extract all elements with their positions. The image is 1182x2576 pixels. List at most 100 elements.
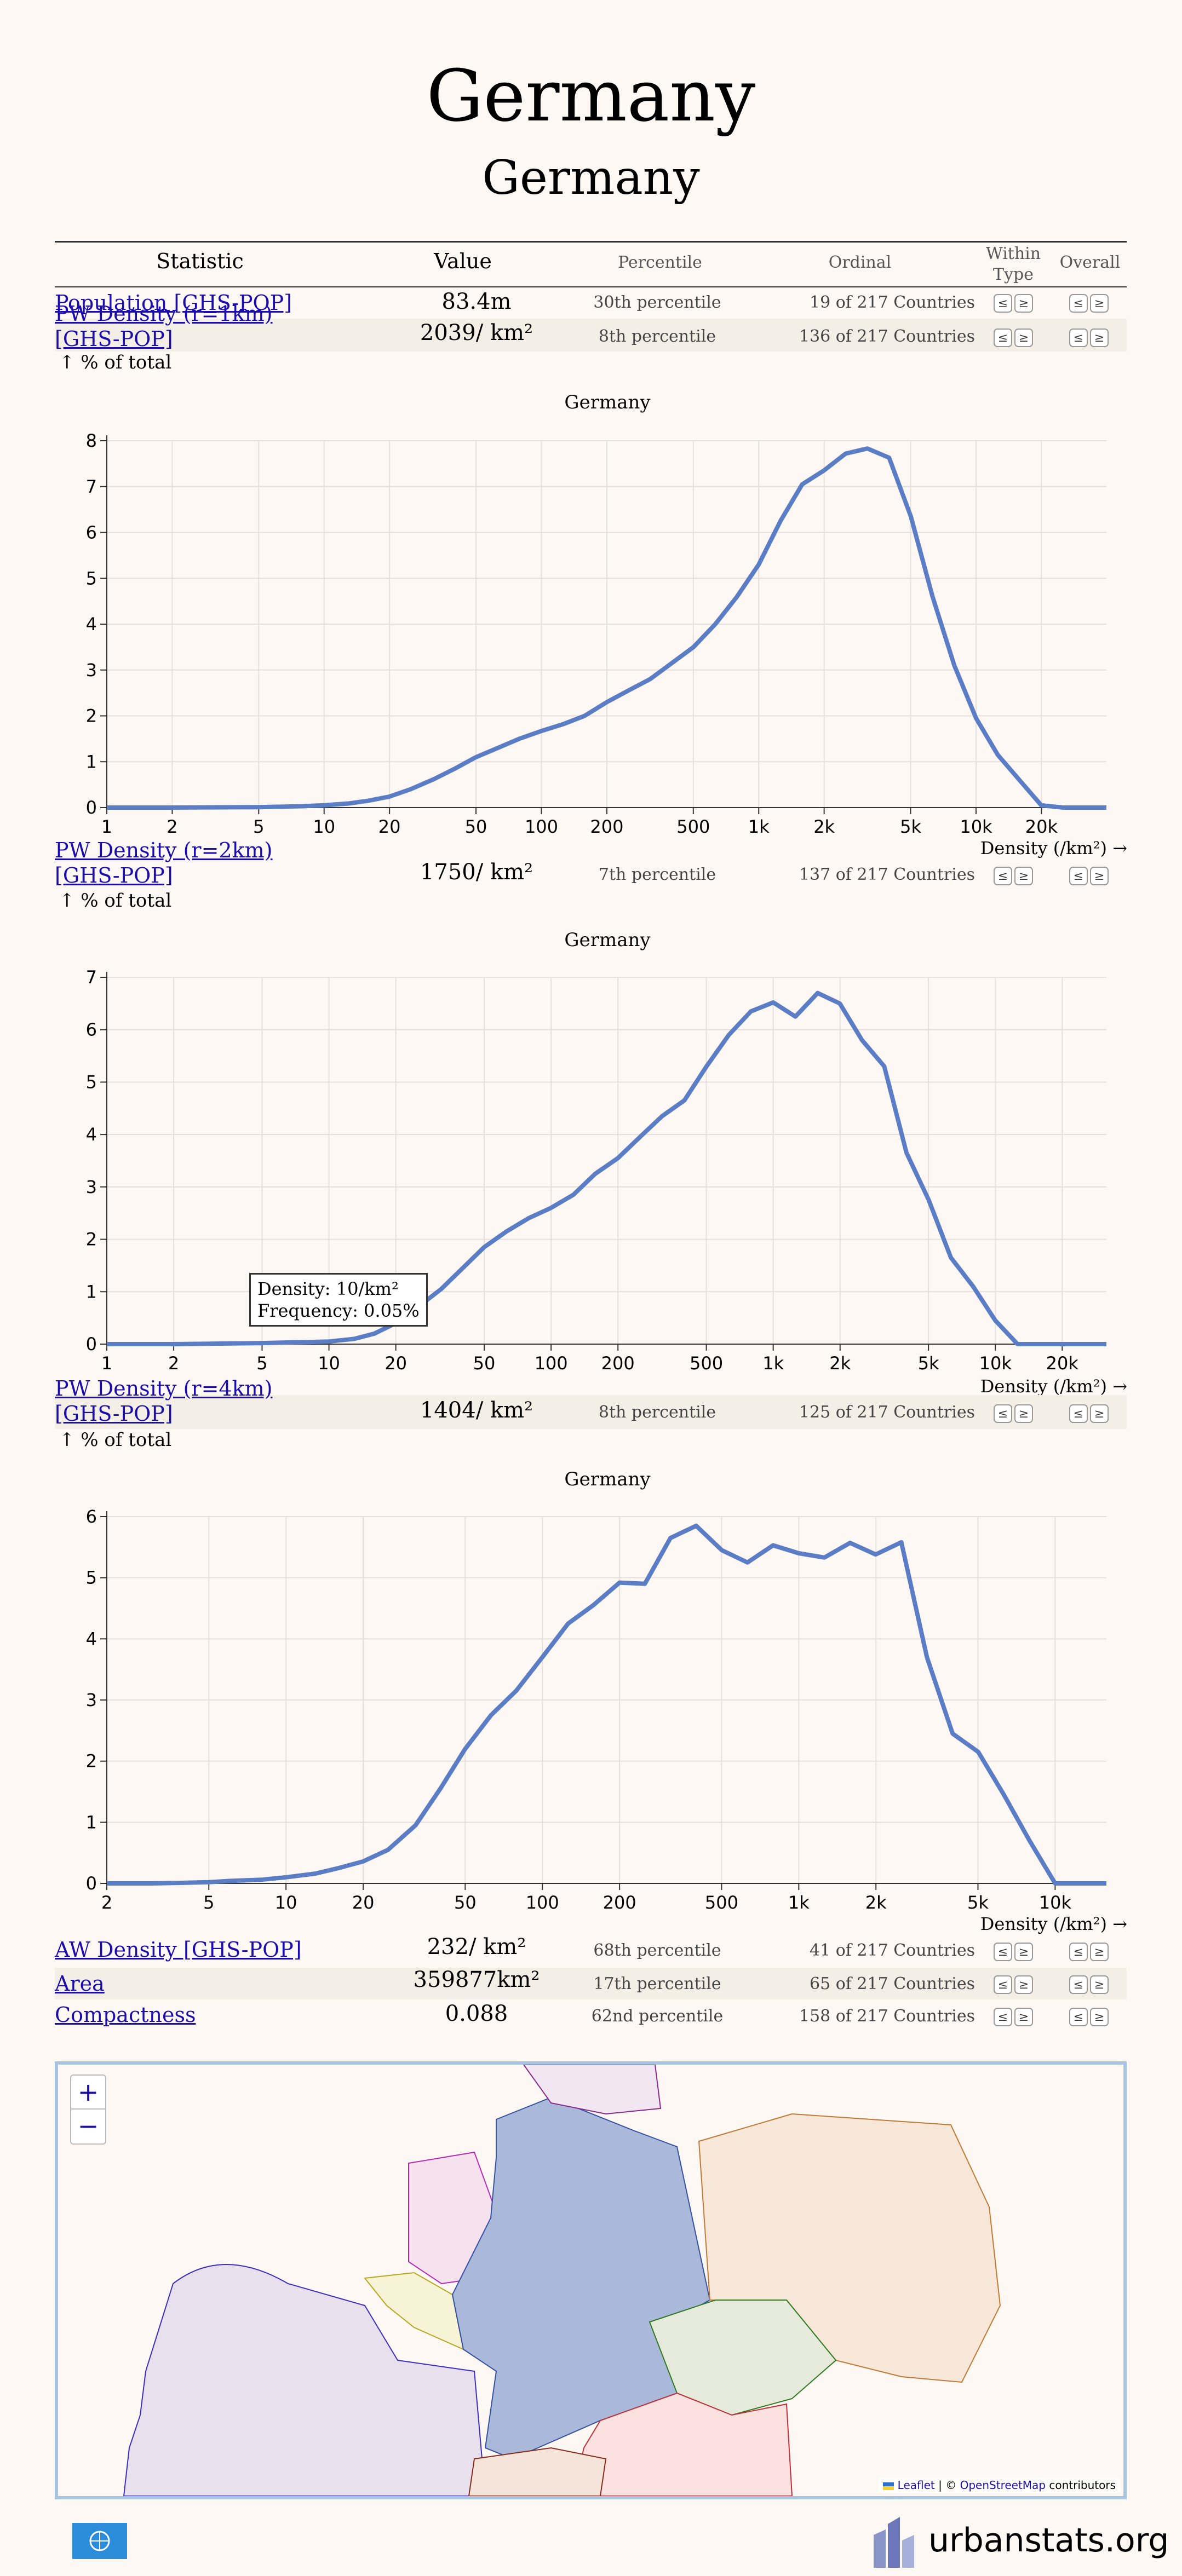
un-flag-icon[interactable] bbox=[72, 2523, 127, 2559]
next-within-type-button[interactable]: ≥ bbox=[1014, 2008, 1033, 2026]
tooltip-frequency: Frequency: 0.05% bbox=[257, 1300, 420, 1321]
y-tick-label: 0 bbox=[86, 797, 97, 818]
x-tick-label: 50 bbox=[465, 816, 487, 837]
y-tick-label: 2 bbox=[86, 1751, 97, 1772]
tooltip-density: Density: 10/km² bbox=[257, 1278, 399, 1299]
stat-link-pw-density-1km[interactable]: PW Density (r=1km) [GHS-POP] bbox=[55, 302, 273, 351]
y-tick-label: 5 bbox=[86, 1568, 97, 1588]
region-map[interactable]: + − Leaflet | © OpenStreetMap contributo… bbox=[55, 2061, 1127, 2499]
page-subtitle: Germany bbox=[482, 151, 700, 205]
zoom-in-button[interactable]: + bbox=[71, 2076, 105, 2110]
x-tick-label: 10 bbox=[275, 1892, 297, 1913]
stat-ordinal: 41 of 217 Countries bbox=[809, 1941, 975, 1960]
series-line bbox=[107, 446, 1106, 810]
y-tick-label: 4 bbox=[86, 1628, 97, 1649]
stat-link-pw-density-2km[interactable]: PW Density (r=2km) [GHS-POP] bbox=[55, 838, 273, 888]
next-overall-button[interactable]: ≥ bbox=[1090, 1404, 1109, 1423]
x-tick-label: 1 bbox=[101, 816, 112, 837]
stat-ordinal: 136 of 217 Countries bbox=[799, 327, 975, 346]
next-overall-button[interactable]: ≥ bbox=[1090, 867, 1109, 885]
un-emblem-icon bbox=[89, 2531, 110, 2551]
next-overall-button[interactable]: ≥ bbox=[1090, 329, 1109, 347]
x-tick-label: 5k bbox=[967, 1892, 989, 1913]
prev-overall-button[interactable]: ≤ bbox=[1069, 294, 1088, 313]
next-within-type-button[interactable]: ≥ bbox=[1014, 329, 1033, 347]
prev-within-type-button[interactable]: ≤ bbox=[994, 329, 1012, 347]
prev-overall-button[interactable]: ≤ bbox=[1069, 329, 1088, 347]
stat-value: 0.088 bbox=[445, 2001, 508, 2026]
next-overall-button[interactable]: ≥ bbox=[1090, 2008, 1109, 2026]
next-within-type-button[interactable]: ≥ bbox=[1014, 867, 1033, 885]
x-tick-label: 10 bbox=[313, 816, 335, 837]
urbanstats-logo-icon[interactable] bbox=[874, 2510, 917, 2568]
prev-overall-button[interactable]: ≤ bbox=[1069, 2008, 1088, 2026]
stat-link-population[interactable]: Population [GHS-POP] bbox=[55, 291, 292, 315]
x-tick-label: 20k bbox=[1046, 1353, 1079, 1374]
stat-link-compactness[interactable]: Compactness bbox=[55, 2003, 196, 2027]
prev-within-type-button[interactable]: ≤ bbox=[994, 1943, 1012, 1961]
stat-value: 83.4m bbox=[441, 289, 512, 314]
prev-within-type-button[interactable]: ≤ bbox=[994, 1404, 1012, 1423]
next-within-type-button[interactable]: ≥ bbox=[1014, 294, 1033, 313]
x-tick-label: 2k bbox=[813, 816, 835, 837]
prev-within-type-button[interactable]: ≤ bbox=[994, 1975, 1012, 1994]
pct-total-label: ↑ % of total bbox=[59, 351, 172, 373]
prev-within-type-button[interactable]: ≤ bbox=[994, 294, 1012, 313]
leaflet-link[interactable]: Leaflet bbox=[897, 2479, 935, 2492]
stat-link-aw-density[interactable]: AW Density [GHS-POP] bbox=[55, 1938, 302, 1962]
stat-ordinal: 125 of 217 Countries bbox=[799, 1403, 975, 1422]
x-axis-label: Density (/km²) → bbox=[980, 1376, 1127, 1397]
stat-ordinal: 19 of 217 Countries bbox=[809, 293, 975, 312]
col-within-type: Within Type bbox=[985, 244, 1041, 284]
page-title: Germany bbox=[426, 54, 756, 137]
stat-value: 1404/ km² bbox=[420, 1398, 533, 1423]
x-tick-label: 2 bbox=[168, 1353, 179, 1374]
x-tick-label: 2 bbox=[101, 1892, 112, 1913]
y-tick-label: 0 bbox=[86, 1334, 97, 1355]
col-statistic: Statistic bbox=[156, 249, 244, 273]
stat-value: 232/ km² bbox=[427, 1934, 526, 1960]
x-tick-label: 20 bbox=[385, 1353, 407, 1374]
table-row-bg bbox=[55, 319, 1127, 351]
x-tick-label: 20 bbox=[378, 816, 401, 837]
prev-overall-button[interactable]: ≤ bbox=[1069, 1404, 1088, 1423]
series-line bbox=[107, 1523, 1106, 1886]
next-within-type-button[interactable]: ≥ bbox=[1014, 1943, 1033, 1961]
y-tick-label: 1 bbox=[86, 1281, 97, 1302]
x-tick-label: 5k bbox=[900, 816, 921, 837]
prev-overall-button[interactable]: ≤ bbox=[1069, 867, 1088, 885]
flag-icon bbox=[883, 2482, 894, 2490]
stat-percentile: 62nd percentile bbox=[591, 2007, 724, 2026]
x-tick-label: 2k bbox=[829, 1353, 851, 1374]
prev-overall-button[interactable]: ≤ bbox=[1069, 1975, 1088, 1994]
map-region-switzerland bbox=[468, 2447, 607, 2496]
x-tick-label: 50 bbox=[454, 1892, 477, 1913]
stat-percentile: 7th percentile bbox=[598, 865, 716, 884]
osm-link[interactable]: OpenStreetMap bbox=[960, 2479, 1046, 2492]
stat-link-area[interactable]: Area bbox=[55, 1972, 105, 1996]
prev-overall-button[interactable]: ≤ bbox=[1069, 1943, 1088, 1961]
x-tick-label: 10 bbox=[318, 1353, 340, 1374]
map-attribution: Leaflet | © OpenStreetMap contributors bbox=[879, 2477, 1120, 2493]
x-tick-label: 2 bbox=[167, 816, 177, 837]
brand-name[interactable]: urbanstats.org bbox=[928, 2521, 1169, 2560]
y-tick-label: 5 bbox=[86, 1071, 97, 1092]
x-tick-label: 500 bbox=[676, 816, 710, 837]
next-overall-button[interactable]: ≥ bbox=[1090, 294, 1109, 313]
stat-value: 359877km² bbox=[413, 1967, 540, 1992]
prev-within-type-button[interactable]: ≤ bbox=[994, 867, 1012, 885]
next-within-type-button[interactable]: ≥ bbox=[1014, 1404, 1033, 1423]
y-tick-label: 3 bbox=[86, 1177, 97, 1197]
stat-percentile: 17th percentile bbox=[593, 1974, 721, 1993]
prev-within-type-button[interactable]: ≤ bbox=[994, 2008, 1012, 2026]
x-tick-label: 10k bbox=[960, 816, 992, 837]
next-within-type-button[interactable]: ≥ bbox=[1014, 1975, 1033, 1994]
next-overall-button[interactable]: ≥ bbox=[1090, 1943, 1109, 1961]
next-overall-button[interactable]: ≥ bbox=[1090, 1975, 1109, 1994]
stat-link-pw-density-4km[interactable]: PW Density (r=4km) [GHS-POP] bbox=[55, 1376, 273, 1426]
y-tick-label: 6 bbox=[86, 1506, 97, 1527]
x-tick-label: 50 bbox=[473, 1353, 496, 1374]
stat-percentile: 30th percentile bbox=[593, 293, 721, 312]
x-tick-label: 1k bbox=[762, 1353, 784, 1374]
zoom-out-button[interactable]: − bbox=[77, 2111, 99, 2141]
